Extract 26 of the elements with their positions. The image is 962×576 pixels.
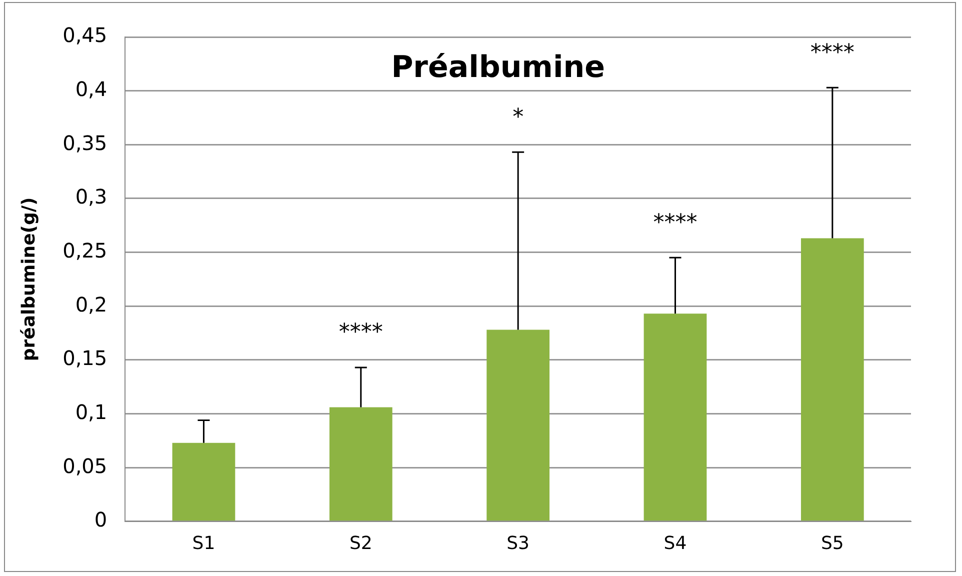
y-axis-title: préalbumine(g/): [18, 197, 40, 362]
y-tick-label: 0: [94, 508, 108, 532]
bar: [486, 330, 550, 521]
x-tick-label: S5: [820, 532, 844, 554]
x-tick-label: S4: [664, 532, 687, 554]
bar: [800, 238, 864, 521]
bar: [644, 314, 707, 521]
x-tick-label: S2: [349, 532, 372, 554]
text: Préalbumine: [391, 50, 605, 86]
annotation: ****: [810, 40, 854, 66]
annotation: ****: [653, 210, 698, 236]
y-tick-label: 0,35: [62, 130, 108, 155]
y-tick-label: 0,2: [75, 292, 108, 316]
y-tick-label: 0,05: [62, 454, 108, 478]
y-tick-label: 0,25: [62, 238, 108, 262]
y-tick-label: 0,45: [62, 23, 108, 48]
annotation: ****: [338, 320, 383, 346]
bar: [329, 407, 392, 521]
y-tick-label: 0,15: [62, 346, 108, 370]
y-tick-label: 0,3: [75, 184, 108, 209]
bar: [172, 442, 236, 521]
x-tick-label: S1: [192, 532, 216, 554]
x-tick-label: S3: [506, 532, 530, 554]
y-tick-label: 0,4: [75, 77, 108, 102]
y-tick-label: 0,1: [75, 400, 108, 424]
annotation: *: [512, 104, 524, 130]
